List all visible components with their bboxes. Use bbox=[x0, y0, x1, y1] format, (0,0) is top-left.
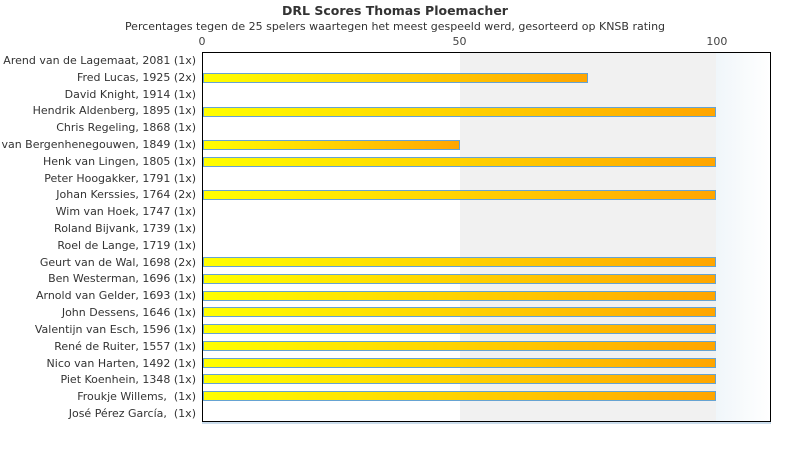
bar bbox=[203, 324, 717, 335]
bar bbox=[203, 340, 717, 351]
bar-row bbox=[203, 321, 770, 338]
bar-row bbox=[203, 170, 770, 187]
bar-row bbox=[203, 271, 770, 288]
bar bbox=[203, 257, 717, 268]
y-axis-label: José Pérez García, (1x) bbox=[68, 406, 196, 420]
bar-row bbox=[203, 204, 770, 221]
bar bbox=[203, 190, 717, 201]
bar bbox=[203, 73, 588, 84]
bar bbox=[203, 106, 717, 117]
x-axis-tick-label: 100 bbox=[706, 35, 728, 48]
bar bbox=[203, 307, 717, 318]
bar-row bbox=[203, 371, 770, 388]
y-axis-label: John Dessens, 1646 (1x) bbox=[61, 306, 196, 320]
bar-row bbox=[203, 354, 770, 371]
y-axis-label: Roel de Lange, 1719 (1x) bbox=[57, 238, 196, 252]
bar-row bbox=[203, 304, 770, 321]
chart-title: DRL Scores Thomas Ploemacher bbox=[282, 3, 508, 18]
bar-row bbox=[203, 237, 770, 254]
bar bbox=[203, 140, 460, 151]
bar-row bbox=[203, 287, 770, 304]
bar bbox=[203, 273, 717, 284]
bar bbox=[203, 391, 717, 402]
bar-row bbox=[203, 137, 770, 154]
bar-row bbox=[203, 337, 770, 354]
y-axis-label: Arnold van Gelder, 1693 (1x) bbox=[35, 289, 196, 303]
y-axis-label: Nico van Harten, 1492 (1x) bbox=[46, 356, 196, 370]
chart-subtitle: Percentages tegen de 25 spelers waartege… bbox=[124, 20, 666, 33]
y-axis-label: Fred Lucas, 1925 (2x) bbox=[76, 70, 196, 84]
y-axis-labels: Arend van de Lagemaat, 2081 (1x) Fred Luc… bbox=[0, 52, 196, 422]
y-axis-label: Chris Regeling, 1868 (1x) bbox=[56, 121, 196, 135]
x-axis-ticks: 0 50 100 bbox=[198, 34, 771, 48]
y-axis-label: Henk van Lingen, 1805 (1x) bbox=[42, 154, 196, 168]
y-axis-label: Wim van Hoek, 1747 (1x) bbox=[55, 205, 196, 219]
y-axis-label: Froukje Willems, (1x) bbox=[77, 390, 196, 404]
y-axis-label: Geurt van de Wal, 1698 (2x) bbox=[39, 255, 196, 269]
plot-band bbox=[716, 53, 770, 421]
y-axis-label: Peter Hoogakker, 1791 (1x) bbox=[44, 171, 196, 185]
bar-row bbox=[203, 220, 770, 237]
bar-row bbox=[203, 120, 770, 137]
bar-row bbox=[203, 86, 770, 103]
bar-row bbox=[203, 254, 770, 271]
y-axis-label: Hendrik Aldenberg, 1895 (1x) bbox=[32, 104, 196, 118]
bar bbox=[203, 290, 717, 301]
bar bbox=[203, 357, 717, 368]
y-axis-label: Arend van de Lagemaat, 2081 (1x) bbox=[3, 53, 196, 67]
bar-row bbox=[203, 388, 770, 405]
x-axis-tick-label: 0 bbox=[198, 35, 206, 48]
x-axis-tick-label: 50 bbox=[452, 35, 467, 48]
bar-row bbox=[203, 103, 770, 120]
bar-row bbox=[203, 53, 770, 70]
y-axis-label: Ben Westerman, 1696 (1x) bbox=[48, 272, 196, 286]
y-axis-label: Roland Bijvank, 1739 (1x) bbox=[54, 222, 196, 236]
bar bbox=[203, 374, 717, 385]
y-axis-label: Valentijn van Esch, 1596 (1x) bbox=[34, 322, 196, 336]
plot-rows bbox=[203, 53, 770, 421]
bar-row bbox=[203, 187, 770, 204]
bar-row bbox=[203, 153, 770, 170]
bar-row bbox=[203, 404, 770, 421]
bar-row bbox=[203, 70, 770, 87]
y-axis-label: van Bergenhenegouwen, 1849 (1x) bbox=[1, 137, 196, 151]
y-axis-label: David Knight, 1914 (1x) bbox=[64, 87, 196, 101]
bar bbox=[203, 156, 717, 167]
y-axis-label: Johan Kerssies, 1764 (2x) bbox=[56, 188, 196, 202]
y-axis-label: René de Ruiter, 1557 (1x) bbox=[54, 339, 196, 353]
y-axis-label: Piet Koenhein, 1348 (1x) bbox=[60, 373, 196, 387]
plot-area bbox=[202, 52, 771, 422]
